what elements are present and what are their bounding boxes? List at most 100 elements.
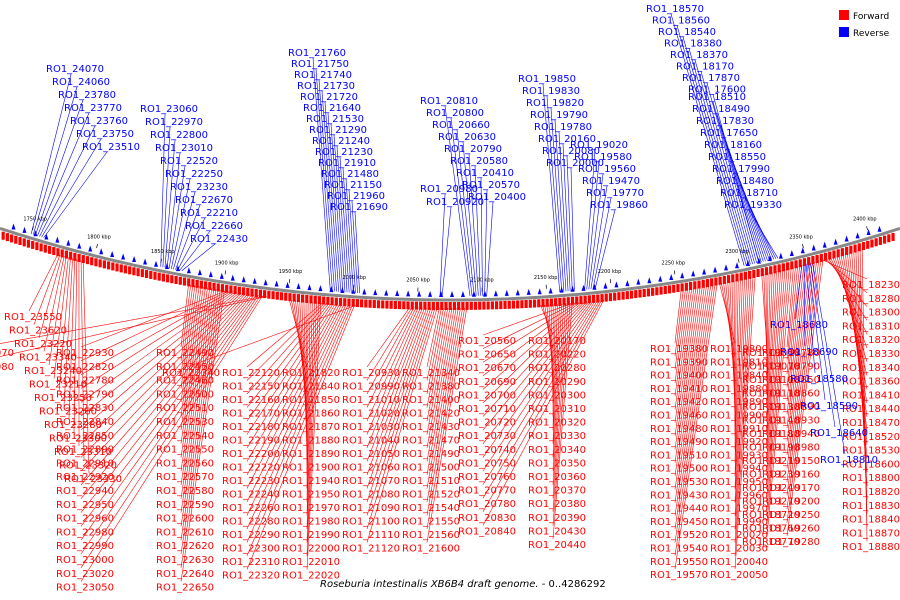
gene-leader-line [733, 280, 736, 437]
gene-label: RO1_18360 [842, 377, 900, 388]
gene-label: RO1_20930 [342, 368, 400, 379]
gene-leader-line [246, 304, 345, 503]
gene-leader-line [734, 277, 745, 503]
gene-leader-line [33, 254, 61, 325]
legend: Forward Reverse [839, 10, 890, 39]
gene-label: RO1_23760 [70, 116, 128, 127]
gene-label: RO1_22490 [156, 348, 214, 359]
forward-gene-arrow [98, 259, 102, 268]
reverse-gene-arrow [22, 226, 27, 233]
forward-gene-arrow [541, 299, 545, 308]
gene-leader-line [734, 277, 750, 530]
forward-gene-arrow [241, 287, 246, 296]
forward-gene-arrow [634, 290, 638, 299]
gene-leader-line [180, 284, 189, 348]
reverse-gene-arrow [658, 275, 663, 282]
forward-gene-arrow [397, 301, 402, 310]
gene-leader-line [552, 302, 573, 540]
forward-gene-arrow [47, 245, 52, 254]
forward-gene-arrow [705, 279, 710, 288]
gene-leader-line [80, 291, 236, 403]
gene-leader-line [558, 131, 569, 292]
gene-leader-line [482, 302, 577, 349]
gene-leader-line [734, 277, 748, 516]
kbp-tick-label: 2200 kbp [598, 269, 622, 275]
reverse-gene-arrow [581, 284, 586, 291]
reverse-gene-arrow [197, 269, 202, 276]
reverse-gene-arrow [362, 288, 367, 295]
gene-leader-line [674, 287, 693, 410]
forward-gene-arrow [102, 260, 106, 269]
gene-leader-line [366, 307, 415, 395]
gene-leader-line [482, 301, 581, 377]
reverse-gene-arrow [471, 290, 476, 297]
gene-label: RO1_20730 [458, 431, 516, 442]
gene-label: RO1_21900 [282, 463, 340, 474]
reverse-gene-arrow [691, 270, 696, 277]
gene-label: RO1_19970 [710, 504, 768, 515]
gene-label: RO1_21490 [402, 449, 460, 460]
gene-label: RO1_20360 [528, 472, 586, 483]
forward-gene-arrow [187, 278, 191, 287]
gene-leader-line [180, 289, 219, 541]
gene-label: RO1_23240 [24, 366, 82, 377]
forward-gene-arrow [419, 301, 423, 310]
gene-label: RO1_22820 [56, 362, 114, 373]
gene-leader-line [550, 107, 565, 292]
gene-leader-line [366, 307, 427, 476]
gene-label: RO1_19820 [526, 98, 584, 109]
gene-leader-line [592, 197, 612, 289]
reverse-gene-arrow [186, 267, 191, 274]
forward-gene-arrow [136, 268, 140, 277]
reverse-gene-labels: RO1_18570RO1_18560RO1_18540RO1_18380RO1_… [46, 4, 782, 245]
gene-label: RO1_20080 [542, 146, 600, 157]
kbp-tick-label: 2350 kbp [789, 234, 813, 240]
forward-gene-arrow [90, 257, 94, 266]
gene-label: RO1_22670 [175, 195, 233, 206]
gene-leader-line [246, 304, 355, 570]
gene-label: RO1_18340 [842, 363, 900, 374]
gene-label: RO1_18780 [762, 348, 820, 359]
reverse-gene-arrow [822, 241, 827, 248]
forward-gene-arrow [608, 293, 613, 302]
reverse-gene-arrow [154, 260, 159, 267]
legend-forward-swatch [839, 10, 849, 20]
gene-label: RO1_21050 [342, 449, 400, 460]
reverse-gene-arrow [713, 266, 718, 273]
forward-gene-arrow [351, 298, 355, 307]
gene-label: RO1_21240 [312, 136, 370, 147]
gene-label: RO1_20990 [342, 382, 400, 393]
forward-gene-arrow [562, 297, 566, 306]
forward-gene-arrow [625, 291, 629, 300]
gene-label: RO1_19190 [742, 443, 800, 454]
forward-gene-arrow [448, 302, 452, 310]
gene-leader-line [810, 262, 836, 428]
gene-leader-line [80, 293, 248, 486]
legend-forward-label: Forward [853, 12, 889, 22]
gene-label: RO1_21720 [300, 92, 358, 103]
reverse-gene-arrow [252, 277, 257, 284]
reverse-gene-arrow [11, 223, 16, 230]
reverse-gene-arrow [570, 285, 575, 292]
gene-label: RO1_18530 [842, 446, 900, 457]
gene-leader-line [734, 278, 741, 477]
reverse-gene-arrow [66, 239, 71, 246]
gene-leader-line [552, 303, 569, 512]
forward-gene-arrow [203, 281, 208, 290]
gene-label: RO1_21090 [342, 503, 400, 514]
legend-reverse-label: Reverse [853, 29, 890, 39]
forward-gene-arrow [697, 280, 701, 289]
forward-gene-arrow [271, 291, 275, 300]
kbp-tick-label: 2150 kbp [534, 275, 558, 281]
gene-label: RO1_20330 [528, 431, 586, 442]
forward-gene-arrow [85, 256, 90, 265]
gene-leader-line [482, 300, 592, 444]
gene-label: RO1_18810 [820, 455, 878, 466]
gene-leader-line [426, 307, 455, 462]
gene-label: RO1_19240 [742, 483, 800, 494]
gene-leader-line [73, 259, 78, 433]
forward-gene-arrow [663, 285, 667, 294]
gene-leader-line [426, 307, 451, 435]
kbp-tick-label: 2250 kbp [662, 261, 686, 267]
gene-leader-line [590, 185, 608, 290]
